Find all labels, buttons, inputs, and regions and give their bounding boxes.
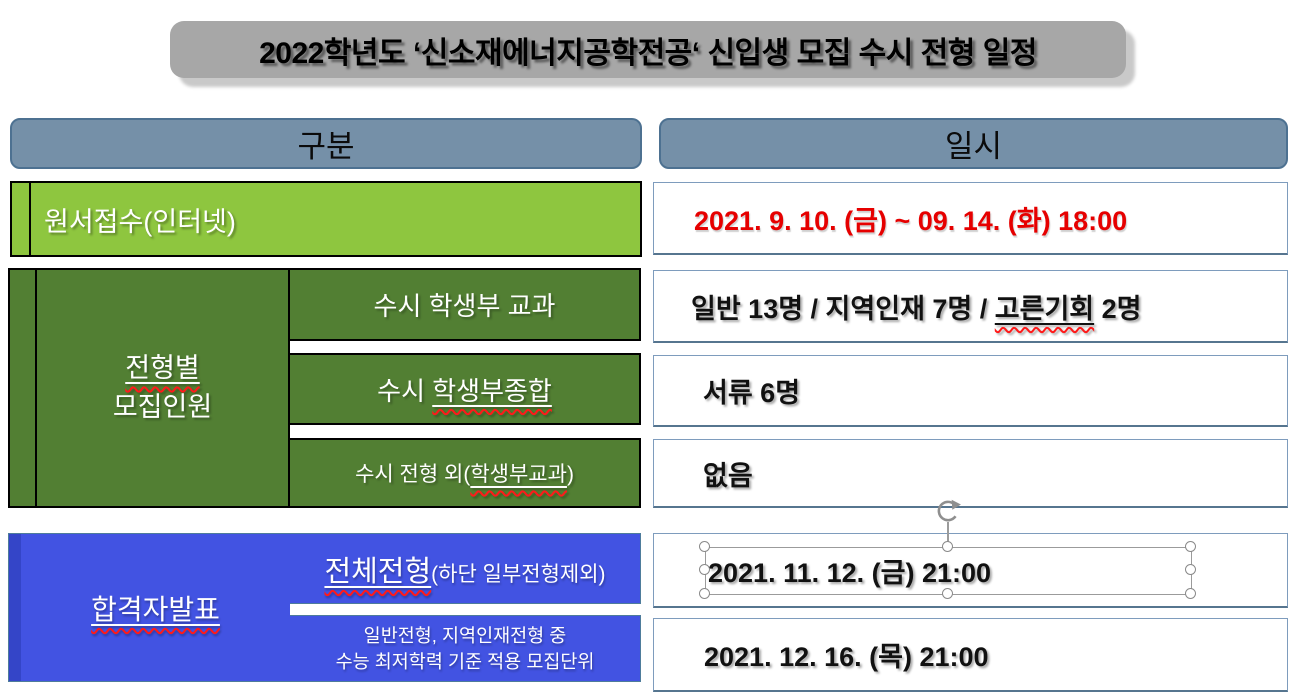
selection-handle-middle-right[interactable]	[1185, 564, 1196, 575]
row-application-label: 원서접수(인터넷)	[44, 206, 236, 237]
announcement-sub1-label-shape[interactable]: 전체전형(하단 일부전형제외)	[290, 533, 641, 604]
row-application-value: 2021. 9. 10. (금) ~ 09. 14. (화) 18:00	[694, 205, 1128, 236]
quota-sub3-label-shape[interactable]: 수시 전형 외(학생부교과)	[290, 438, 641, 508]
slide-title-text: 2022학년도 ‘신소재에너지공학전공‘ 신입생 모집 수시 전형 일정	[259, 36, 1037, 70]
selection-handle-bottom-left[interactable]	[699, 588, 710, 599]
column-header-category[interactable]: 구분	[10, 118, 642, 169]
announcement-sub2-label-line1: 일반전형, 지역인재전형 중	[363, 624, 567, 646]
quota-sub3-label: 수시 전형 외(학생부교과)	[355, 463, 574, 486]
quota-sub1-value-box[interactable]: 일반 13명 / 지역인재 7명 / 고른기회 2명	[653, 270, 1288, 343]
quota-group-label-shape[interactable]: 전형별 모집인원	[35, 268, 290, 508]
selection-handle-bottom-right[interactable]	[1185, 588, 1196, 599]
quota-sub2-value-box[interactable]: 서류 6명	[653, 355, 1288, 427]
announcement-sub2-value-box[interactable]: 2021. 12. 16. (목) 21:00	[653, 618, 1288, 692]
rotate-handle-connector	[947, 522, 949, 547]
quota-group-label-line1-underline: 전형별	[125, 353, 200, 383]
announcement-group-label-underline: 합격자발표	[91, 594, 220, 625]
announcement-sub2-value: 2021. 12. 16. (목) 21:00	[704, 642, 989, 672]
announcement-sub2-label-line2: 수능 최저학력 기준 적용 모집단위	[335, 650, 595, 672]
selection-handle-middle-left[interactable]	[699, 564, 710, 575]
quota-group: 전형별 모집인원 수시 학생부 교과 수시 학생부종합 수시 전형 외(학생부교…	[8, 268, 641, 508]
announcement-sub1-label: 전체전형(하단 일부전형제외)	[324, 555, 606, 588]
announcement-group-label-shape[interactable]: 합격자발표	[21, 533, 290, 682]
quota-group-stripe[interactable]	[8, 268, 35, 508]
quota-sub2-label-shape[interactable]: 수시 학생부종합	[290, 353, 641, 425]
column-header-datetime-text: 일시	[944, 129, 1003, 164]
selection-handle-top-left[interactable]	[699, 541, 710, 552]
announcement-sub1-value-box[interactable]: 2021. 11. 12. (금) 21:00	[653, 533, 1288, 608]
selection-handle-bottom-center[interactable]	[942, 588, 953, 599]
announcement-sub1-label-marked: 전체전형	[324, 555, 432, 588]
column-header-datetime[interactable]: 일시	[659, 118, 1288, 169]
announcement-sub2-label-shape[interactable]: 일반전형, 지역인재전형 중 수능 최저학력 기준 적용 모집단위	[290, 615, 641, 682]
quota-sub3-value-box[interactable]: 없음	[653, 439, 1288, 508]
slide-title-shape[interactable]: 2022학년도 ‘신소재에너지공학전공‘ 신입생 모집 수시 전형 일정	[170, 21, 1126, 78]
row-application-label-shape[interactable]: 원서접수(인터넷)	[10, 181, 642, 257]
column-header-category-text: 구분	[297, 129, 355, 164]
row-application-value-box[interactable]: 2021. 9. 10. (금) ~ 09. 14. (화) 18:00	[653, 182, 1288, 255]
announcement-sub1-value: 2021. 11. 12. (금) 21:00	[708, 557, 992, 588]
announcement-group: 합격자발표 전체전형(하단 일부전형제외) 일반전형, 지역인재전형 중 수능 …	[8, 533, 641, 682]
quota-sub3-label-marked: 학생부교과	[470, 463, 567, 486]
quota-group-label-line1: 전형별	[125, 352, 200, 383]
selection-handle-top-center[interactable]	[942, 541, 953, 552]
row-application-left-divider	[29, 183, 31, 255]
quota-sub1-value: 일반 13명 / 지역인재 7명 / 고른기회 2명	[691, 293, 1142, 324]
quota-sub2-label-marked: 학생부종합	[432, 375, 552, 406]
announcement-group-label: 합격자발표	[91, 593, 220, 625]
selection-handle-top-right[interactable]	[1185, 541, 1196, 552]
quota-sub1-label-shape[interactable]: 수시 학생부 교과	[290, 268, 641, 341]
quota-group-label-line2: 모집인원	[112, 392, 213, 422]
quota-sub1-label: 수시 학생부 교과	[373, 291, 556, 321]
quota-sub3-value: 없음	[703, 460, 753, 491]
quota-sub1-value-marked: 고른기회	[994, 293, 1095, 324]
rotate-handle-icon[interactable]	[934, 497, 962, 525]
quota-sub2-value: 서류 6명	[703, 378, 801, 408]
quota-sub2-label: 수시 학생부종합	[377, 375, 552, 406]
announcement-group-stripe[interactable]	[8, 533, 21, 682]
